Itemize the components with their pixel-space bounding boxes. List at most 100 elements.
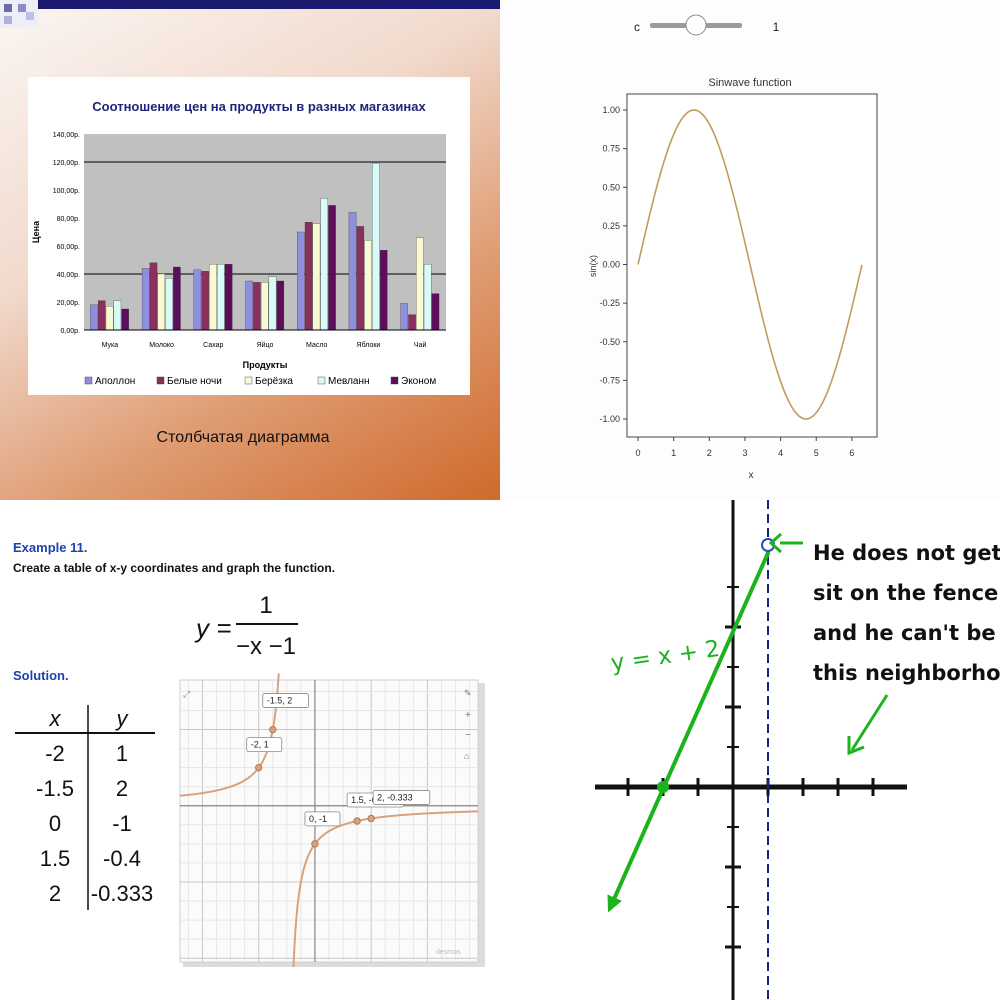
y-tick-label: -0.25 — [599, 298, 620, 308]
table-cell-x: 0 — [49, 811, 61, 836]
asymptote-panel: y = x + 2 He does not get to sit on the f… — [500, 500, 1000, 1000]
legend-swatch — [390, 376, 399, 385]
point-label: 0, -1 — [309, 814, 327, 824]
pointer-arrow-bottom-shaft — [850, 694, 889, 751]
table-cell-x: 1.5 — [40, 846, 71, 871]
y-tick-label: 0.50 — [602, 182, 620, 192]
pointer-arrow-top-head — [768, 532, 783, 554]
pointer-arrow-bottom-head — [847, 736, 865, 756]
y-tick-label: -1.00 — [599, 414, 620, 424]
bar — [105, 306, 114, 331]
legend-swatch — [244, 376, 253, 385]
legend-label: Аполлон — [95, 376, 135, 387]
bar — [121, 308, 129, 331]
legend: Аполлон Белые ночи Берёзка Мевлaнн Эконом — [84, 376, 436, 387]
slider-handle[interactable] — [685, 14, 707, 36]
note-line: this neighborhood — [813, 661, 1000, 685]
legend-swatch — [317, 376, 326, 385]
graph-point[interactable] — [269, 725, 277, 734]
bar — [224, 264, 233, 331]
home-icon[interactable]: ⌂ — [464, 751, 469, 761]
bar — [328, 205, 336, 331]
zoom-in-icon[interactable]: + — [465, 710, 471, 721]
table-cell-x: -1.5 — [36, 776, 74, 801]
bar — [90, 304, 98, 331]
bar — [276, 280, 285, 331]
bars — [90, 163, 440, 331]
graph-point[interactable] — [367, 814, 375, 823]
wrench-icon[interactable]: ✎ — [464, 688, 472, 698]
bar — [408, 314, 416, 331]
corner-square-4 — [26, 12, 34, 20]
chart-title: Соотношение цен на продукты в разных маг… — [92, 99, 426, 114]
bar — [356, 226, 365, 331]
legend-swatch — [156, 376, 165, 385]
slide-caption: Столбчатая диаграмма — [157, 429, 330, 446]
x-tick-label: 6 — [849, 448, 854, 458]
equation-numerator: 1 — [259, 592, 272, 619]
sin-ylabel: sin(x) — [588, 255, 598, 277]
bar — [193, 269, 202, 331]
point-label-box — [372, 790, 431, 805]
bar — [297, 231, 305, 331]
y-tick-label: -0.75 — [599, 375, 620, 385]
point-label: 1.5, -0.4 — [351, 795, 384, 805]
x-tick-label: 2 — [707, 448, 712, 458]
bar-chart-slide: Соотношение цен на продукты в разных маг… — [0, 0, 500, 500]
sinwave-panel: c 1 Sinwave function 0 1 2 3 4 5 6 1.00 0.75 0.50… — [500, 0, 1000, 500]
x-tick-labels: Мука Молоко Сахар Яйцо Масло Яблоки Чай — [102, 341, 427, 349]
bar — [348, 212, 357, 331]
graph-point[interactable] — [311, 840, 319, 848]
equation-denominator: −x −1 — [236, 633, 296, 660]
bar — [245, 280, 253, 331]
point-label-box — [262, 693, 309, 708]
legend-label: Берёзка — [255, 376, 293, 387]
y-tick-label: 0.25 — [602, 221, 620, 231]
bar — [209, 264, 217, 331]
note-text: He does not get to sit on the fence... and… — [813, 541, 1000, 685]
table-cell-y: -0.333 — [91, 881, 153, 906]
x-tick-label: Молоко — [149, 342, 174, 349]
x-tick-label: 4 — [778, 448, 783, 458]
point-label: 2, -0.333 — [377, 792, 413, 802]
table-cell-x: 2 — [49, 881, 61, 906]
corner-square-1 — [4, 4, 12, 12]
table-cell-y: 2 — [116, 776, 128, 801]
bar — [113, 300, 122, 331]
x-tick-label: 5 — [814, 448, 819, 458]
point-label-box — [304, 811, 341, 827]
y-tick-label: 100,00р. — [53, 188, 80, 195]
zoom-out-icon[interactable]: − — [465, 730, 471, 741]
x-tick-label: Мука — [102, 342, 119, 349]
corner-square-2 — [18, 4, 26, 12]
axes — [595, 500, 907, 1000]
y-tick-label: 80,00р. — [57, 216, 80, 223]
bar — [157, 273, 166, 331]
bar — [141, 268, 150, 331]
graph-point[interactable] — [353, 817, 361, 825]
slider-value: 1 — [773, 20, 780, 34]
legend-label: Эконом — [401, 376, 436, 387]
table-cell-y: -0.4 — [103, 846, 141, 871]
graph-point[interactable] — [255, 763, 263, 772]
y-tick-labels: 0,00р. 20,00р. 40,00р. 60,00р. 80,00р. 100,00… — [53, 132, 80, 335]
bar — [217, 264, 225, 331]
graph-menu-icon[interactable]: ⤢ — [182, 689, 190, 699]
y-tick-label: 120,00р. — [53, 160, 80, 167]
y-tick-label: 60,00р. — [57, 244, 80, 251]
bar — [431, 293, 440, 331]
example-heading: Example 11. — [13, 540, 87, 555]
x-tick-label: 3 — [742, 448, 747, 458]
example-instruction: Create a table of x-y coordinates and gr… — [13, 561, 335, 575]
bar — [364, 240, 372, 331]
bar — [253, 282, 261, 331]
sin-xlabel: x — [749, 470, 754, 481]
slide-canvas: Соотношение цен на продукты в разных маг… — [0, 0, 500, 446]
bar — [372, 163, 380, 331]
y-tick-label: 40,00р. — [57, 272, 80, 279]
y-tick-label: 0.75 — [602, 144, 620, 154]
bar — [423, 264, 432, 331]
note-line: He does not get to — [813, 541, 1000, 565]
x-tick-label: 0 — [635, 448, 640, 458]
example-canvas: Example 11. Create a table of x-y coordi… — [13, 540, 485, 968]
